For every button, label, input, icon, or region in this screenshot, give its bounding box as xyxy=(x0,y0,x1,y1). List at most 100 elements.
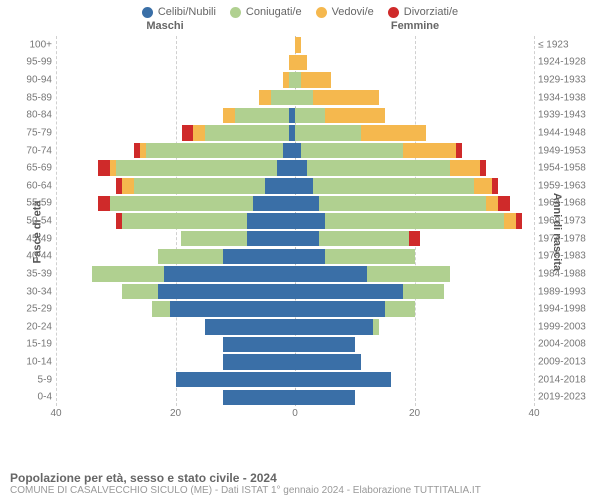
age-label: 15-19 xyxy=(16,339,52,350)
bar-female xyxy=(295,390,534,406)
bar-segment xyxy=(98,196,110,212)
bar-segment xyxy=(247,231,295,247)
age-label: 50-54 xyxy=(16,216,52,227)
age-label: 25-29 xyxy=(16,304,52,315)
x-tick-label: 20 xyxy=(409,408,420,419)
gender-headers: Maschi Femmine xyxy=(0,20,600,32)
legend-item: Celibi/Nubili xyxy=(142,6,216,18)
bar-segment xyxy=(301,72,331,88)
age-label: 45-49 xyxy=(16,233,52,244)
legend-label: Celibi/Nubili xyxy=(158,6,216,18)
bar-male xyxy=(56,108,295,124)
bar-female xyxy=(295,301,534,317)
bar-segment xyxy=(295,249,325,265)
bar-male xyxy=(56,301,295,317)
bar-male xyxy=(56,125,295,141)
birth-year-label: 1984-1988 xyxy=(538,268,594,279)
birth-year-label: 1954-1958 xyxy=(538,163,594,174)
legend-label: Divorziati/e xyxy=(404,6,458,18)
bar-segment xyxy=(295,354,361,370)
bar-segment xyxy=(295,55,307,71)
bar-segment xyxy=(367,266,451,282)
bar-segment xyxy=(295,178,313,194)
bar-segment xyxy=(122,213,247,229)
header-maschi: Maschi xyxy=(0,20,290,32)
bar-female xyxy=(295,55,534,71)
bar-segment xyxy=(223,108,235,124)
age-row: 50-541969-1973 xyxy=(56,212,534,230)
bar-female xyxy=(295,284,534,300)
bar-segment xyxy=(295,90,313,106)
age-row: 30-341989-1993 xyxy=(56,283,534,301)
age-row: 25-291994-1998 xyxy=(56,300,534,318)
age-row: 5-92014-2018 xyxy=(56,371,534,389)
bar-segment xyxy=(110,196,253,212)
bar-male xyxy=(56,337,295,353)
age-label: 10-14 xyxy=(16,357,52,368)
age-label: 90-94 xyxy=(16,75,52,86)
legend: Celibi/NubiliConiugati/eVedovi/eDivorzia… xyxy=(0,0,600,20)
bar-male xyxy=(56,178,295,194)
gridline xyxy=(534,36,535,406)
bar-male xyxy=(56,143,295,159)
legend-swatch xyxy=(230,7,241,18)
age-row: 80-841939-1943 xyxy=(56,107,534,125)
bar-segment xyxy=(295,108,325,124)
bar-segment xyxy=(158,249,224,265)
bar-segment xyxy=(265,178,295,194)
age-row: 20-241999-2003 xyxy=(56,318,534,336)
birth-year-label: 1959-1963 xyxy=(538,180,594,191)
bar-segment xyxy=(403,284,445,300)
bar-segment xyxy=(116,160,277,176)
age-row: 75-791944-1948 xyxy=(56,124,534,142)
bar-segment xyxy=(295,125,361,141)
bar-segment xyxy=(235,108,289,124)
header-femmine: Femmine xyxy=(290,20,600,32)
age-label: 65-69 xyxy=(16,163,52,174)
bar-segment xyxy=(223,249,295,265)
bar-male xyxy=(56,196,295,212)
bar-segment xyxy=(385,301,415,317)
bar-male xyxy=(56,213,295,229)
bar-male xyxy=(56,160,295,176)
bar-segment xyxy=(295,266,367,282)
bar-segment xyxy=(295,337,355,353)
bar-segment xyxy=(271,90,295,106)
birth-year-label: 1989-1993 xyxy=(538,286,594,297)
bar-male xyxy=(56,390,295,406)
chart-container: Celibi/NubiliConiugati/eVedovi/eDivorzia… xyxy=(0,0,600,500)
bar-segment xyxy=(283,143,295,159)
legend-label: Coniugati/e xyxy=(246,6,302,18)
age-label: 85-89 xyxy=(16,92,52,103)
legend-swatch xyxy=(316,7,327,18)
birth-year-label: 1999-2003 xyxy=(538,321,594,332)
bar-male xyxy=(56,249,295,265)
bar-male xyxy=(56,72,295,88)
x-tick-label: 0 xyxy=(292,408,298,419)
birth-year-label: 2014-2018 xyxy=(538,374,594,385)
bar-segment xyxy=(152,301,170,317)
bar-rows: 100+≤ 192395-991924-192890-941929-193385… xyxy=(56,36,534,406)
bar-male xyxy=(56,372,295,388)
age-row: 60-641959-1963 xyxy=(56,177,534,195)
bar-segment xyxy=(253,196,295,212)
bar-female xyxy=(295,37,534,53)
birth-year-label: 1939-1943 xyxy=(538,110,594,121)
age-row: 95-991924-1928 xyxy=(56,54,534,72)
bar-segment xyxy=(223,354,295,370)
bar-male xyxy=(56,231,295,247)
bar-segment xyxy=(480,160,486,176)
bar-female xyxy=(295,354,534,370)
bar-segment xyxy=(295,37,301,53)
x-tick-label: 20 xyxy=(170,408,181,419)
bar-segment xyxy=(146,143,283,159)
bar-segment xyxy=(259,90,271,106)
bar-segment xyxy=(325,213,504,229)
age-label: 70-74 xyxy=(16,145,52,156)
bar-female xyxy=(295,319,534,335)
bar-segment xyxy=(295,319,373,335)
bar-segment xyxy=(403,143,457,159)
birth-year-label: 1974-1978 xyxy=(538,233,594,244)
bar-segment xyxy=(516,213,522,229)
age-label: 20-24 xyxy=(16,321,52,332)
